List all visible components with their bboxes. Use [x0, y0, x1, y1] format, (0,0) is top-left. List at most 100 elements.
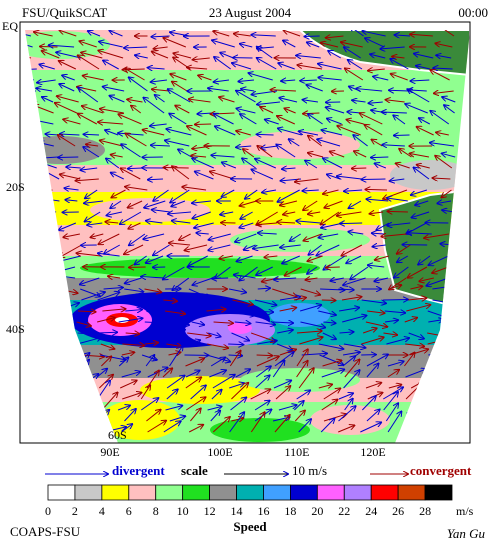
speed-blob	[270, 303, 330, 327]
wind-arrow	[53, 374, 69, 388]
colorbar-tick-label: 20	[311, 504, 323, 518]
wind-arrow	[7, 200, 30, 201]
wind-arrow	[40, 223, 56, 225]
wind-arrow	[34, 344, 52, 345]
wind-arrow	[55, 322, 71, 323]
wind-arrow	[53, 358, 71, 366]
wind-arrow	[31, 208, 56, 212]
header-center: 23 August 2004	[209, 5, 292, 20]
wind-arrow	[454, 389, 468, 410]
wind-arrow	[14, 73, 34, 80]
wind-arrow	[25, 173, 36, 179]
wind-arrow	[257, 134, 274, 135]
wind-arrow	[388, 211, 408, 212]
colorbar-unit: m/s	[456, 504, 474, 518]
lat-label: 20S	[6, 180, 25, 194]
wind-arrow	[128, 168, 143, 169]
wind-arrow	[257, 355, 273, 356]
wind-arrow	[18, 212, 34, 218]
colorbar-title: Speed	[233, 519, 267, 534]
wind-arrow	[75, 360, 89, 377]
wind-arrow	[340, 223, 362, 224]
speed-band	[20, 70, 470, 130]
wind-arrow	[428, 415, 441, 432]
lat-label: 60S	[108, 428, 127, 442]
colorbar-tick-label: 14	[231, 504, 243, 518]
wind-arrow	[58, 364, 75, 377]
colorbar-tick-label: 12	[204, 504, 216, 518]
wind-arrow	[36, 304, 61, 311]
wind-arrow	[36, 351, 49, 366]
wind-arrow	[32, 412, 47, 421]
wind-arrow	[33, 333, 54, 341]
colorbar-tick-label: 8	[153, 504, 159, 518]
wind-arrow	[35, 245, 56, 253]
wind-arrow	[228, 344, 243, 345]
colorbar-tick-label: 10	[177, 504, 189, 518]
footer-left: COAPS-FSU	[10, 524, 81, 539]
wind-arrow	[55, 300, 70, 306]
divergent-label: divergent	[112, 463, 165, 478]
wind-arrow	[326, 267, 340, 268]
wind-arrow	[455, 383, 480, 388]
wind-arrow	[212, 278, 228, 279]
wind-arrow	[452, 359, 468, 377]
wind-arrow	[75, 406, 89, 410]
wind-arrow	[456, 409, 476, 421]
colorbar-cell	[237, 485, 264, 500]
wind-arrow	[450, 352, 468, 366]
wind-arrow	[453, 321, 471, 322]
wind-arrow	[452, 296, 475, 300]
colorbar-cell	[398, 485, 425, 500]
colorbar-cell	[344, 485, 371, 500]
wind-arrow	[37, 382, 48, 388]
wind-arrow	[426, 389, 442, 399]
footer-right: Yan Gu	[447, 526, 486, 541]
wind-arrow	[24, 93, 37, 102]
convergent-label: convergent	[410, 463, 472, 478]
wind-arrow	[432, 405, 452, 410]
scale-value: 10 m/s	[292, 463, 327, 478]
wind-arrow	[23, 278, 35, 279]
colorbar-cell	[263, 485, 290, 500]
colorbar-cell	[425, 485, 452, 500]
lat-label: EQ	[2, 19, 18, 33]
wind-arrow	[11, 256, 33, 257]
wind-arrow	[53, 402, 70, 410]
wind-arrow	[14, 133, 35, 135]
wind-arrow	[31, 289, 50, 294]
wind-arrow	[13, 134, 33, 146]
colorbar-cell	[102, 485, 129, 500]
wind-arrow	[185, 300, 198, 301]
wind-arrow	[365, 189, 387, 190]
lon-label: 110E	[285, 445, 310, 459]
speed-blob	[15, 136, 105, 164]
wind-arrow	[53, 333, 66, 339]
lon-label: 90E	[100, 445, 119, 459]
wind-arrow	[31, 322, 57, 324]
wind-arrow	[21, 223, 34, 231]
lon-label: 100E	[207, 445, 232, 459]
speed-blob	[80, 258, 320, 278]
wind-arrow	[14, 53, 31, 58]
wind-arrow	[18, 234, 35, 235]
wind-arrow	[39, 190, 52, 191]
colorbar-tick-label: 16	[257, 504, 269, 518]
wind-arrow	[34, 389, 55, 399]
wind-arrow	[81, 413, 98, 432]
wind-arrow	[452, 311, 473, 315]
lat-label: 40S	[6, 322, 25, 336]
wind-arrow	[18, 146, 38, 157]
colorbar-tick-label: 4	[99, 504, 105, 518]
wind-arrow	[37, 422, 58, 432]
colorbar-tick-label: 26	[392, 504, 404, 518]
colorbar-cell	[48, 485, 75, 500]
wind-arrow	[54, 344, 77, 354]
wind-arrow	[34, 354, 51, 355]
wind-arrow	[7, 267, 32, 273]
wind-arrow	[84, 134, 99, 135]
wind-arrow	[408, 426, 423, 432]
header-left: FSU/QuikSCAT	[22, 5, 107, 20]
wind-arrow	[428, 369, 446, 377]
